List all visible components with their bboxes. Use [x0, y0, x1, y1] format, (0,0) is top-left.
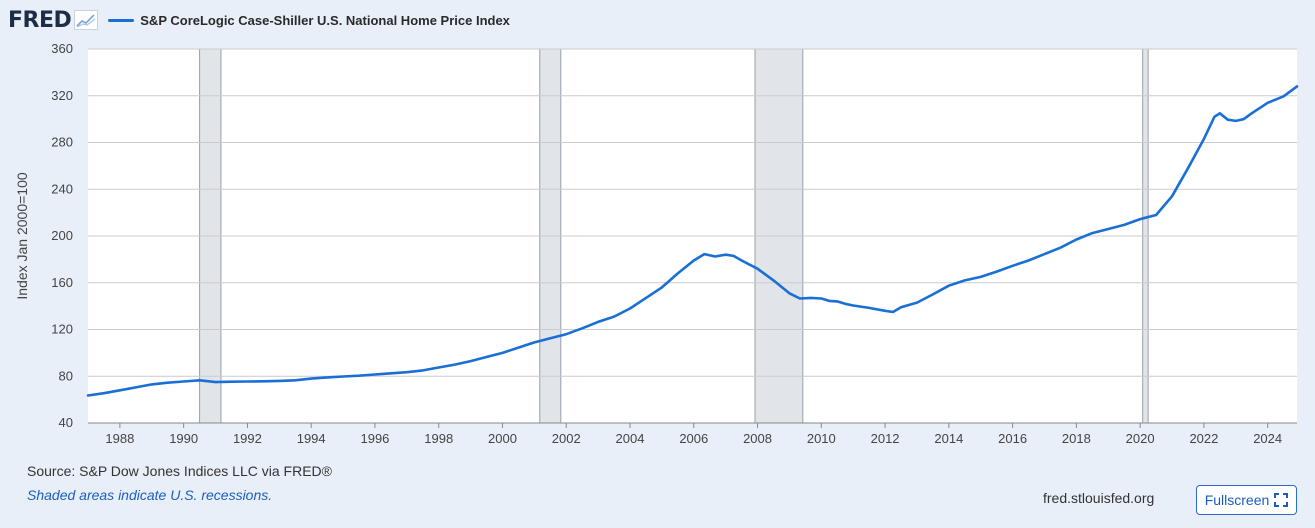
- legend-label: S&P CoreLogic Case-Shiller U.S. National…: [140, 12, 510, 28]
- x-tick-label: 2000: [488, 431, 517, 446]
- source-note: Source: S&P Dow Jones Indices LLC via FR…: [27, 463, 332, 479]
- y-tick-label: 200: [51, 228, 73, 243]
- chart-legend: S&P CoreLogic Case-Shiller U.S. National…: [108, 13, 510, 28]
- y-tick-label: 80: [59, 368, 73, 383]
- y-tick-label: 120: [51, 322, 73, 337]
- recession-note: Shaded areas indicate U.S. recessions.: [27, 487, 273, 503]
- x-tick-label: 2022: [1189, 431, 1218, 446]
- fred-logo[interactable]: FRED: [8, 7, 72, 33]
- x-tick-label: 1994: [297, 431, 326, 446]
- fred-chart-icon: [74, 10, 99, 30]
- y-axis-label: Index Jan 2000=100: [14, 172, 30, 299]
- expand-icon: [1274, 493, 1289, 507]
- x-tick-label: 2004: [616, 431, 645, 446]
- y-tick-label: 360: [51, 41, 73, 56]
- x-tick-label: 2012: [871, 431, 900, 446]
- x-tick-label: 1998: [424, 431, 453, 446]
- x-tick-label: 2010: [807, 431, 836, 446]
- x-tick-label: 2006: [679, 431, 708, 446]
- chart-header: FRED S&P CoreLogic Case-Shiller U.S. Nat…: [8, 6, 510, 34]
- x-tick-label: 1996: [360, 431, 389, 446]
- fullscreen-label: Fullscreen: [1204, 492, 1270, 508]
- series-line: [86, 85, 1299, 397]
- y-tick-label: 40: [59, 415, 73, 430]
- x-tick-label: 2016: [998, 431, 1027, 446]
- y-tick-label: 160: [51, 275, 73, 290]
- x-tick-label: 2024: [1253, 431, 1282, 446]
- x-tick-label: 1988: [105, 431, 134, 446]
- legend-swatch: [108, 18, 135, 22]
- x-tick-label: 2018: [1062, 431, 1091, 446]
- x-tick-label: 2002: [552, 431, 581, 446]
- fred-url[interactable]: fred.stlouisfed.org: [1043, 490, 1155, 506]
- x-tick-label: 2014: [934, 431, 963, 446]
- x-tick-label: 2008: [743, 431, 772, 446]
- x-tick-label: 1990: [169, 431, 198, 446]
- x-tick-label: 2020: [1126, 431, 1155, 446]
- x-tick-label: 1992: [233, 431, 262, 446]
- y-tick-label: 240: [51, 181, 73, 196]
- y-tick-label: 280: [51, 135, 73, 150]
- y-tick-label: 320: [51, 88, 73, 103]
- fullscreen-button[interactable]: Fullscreen: [1196, 485, 1297, 515]
